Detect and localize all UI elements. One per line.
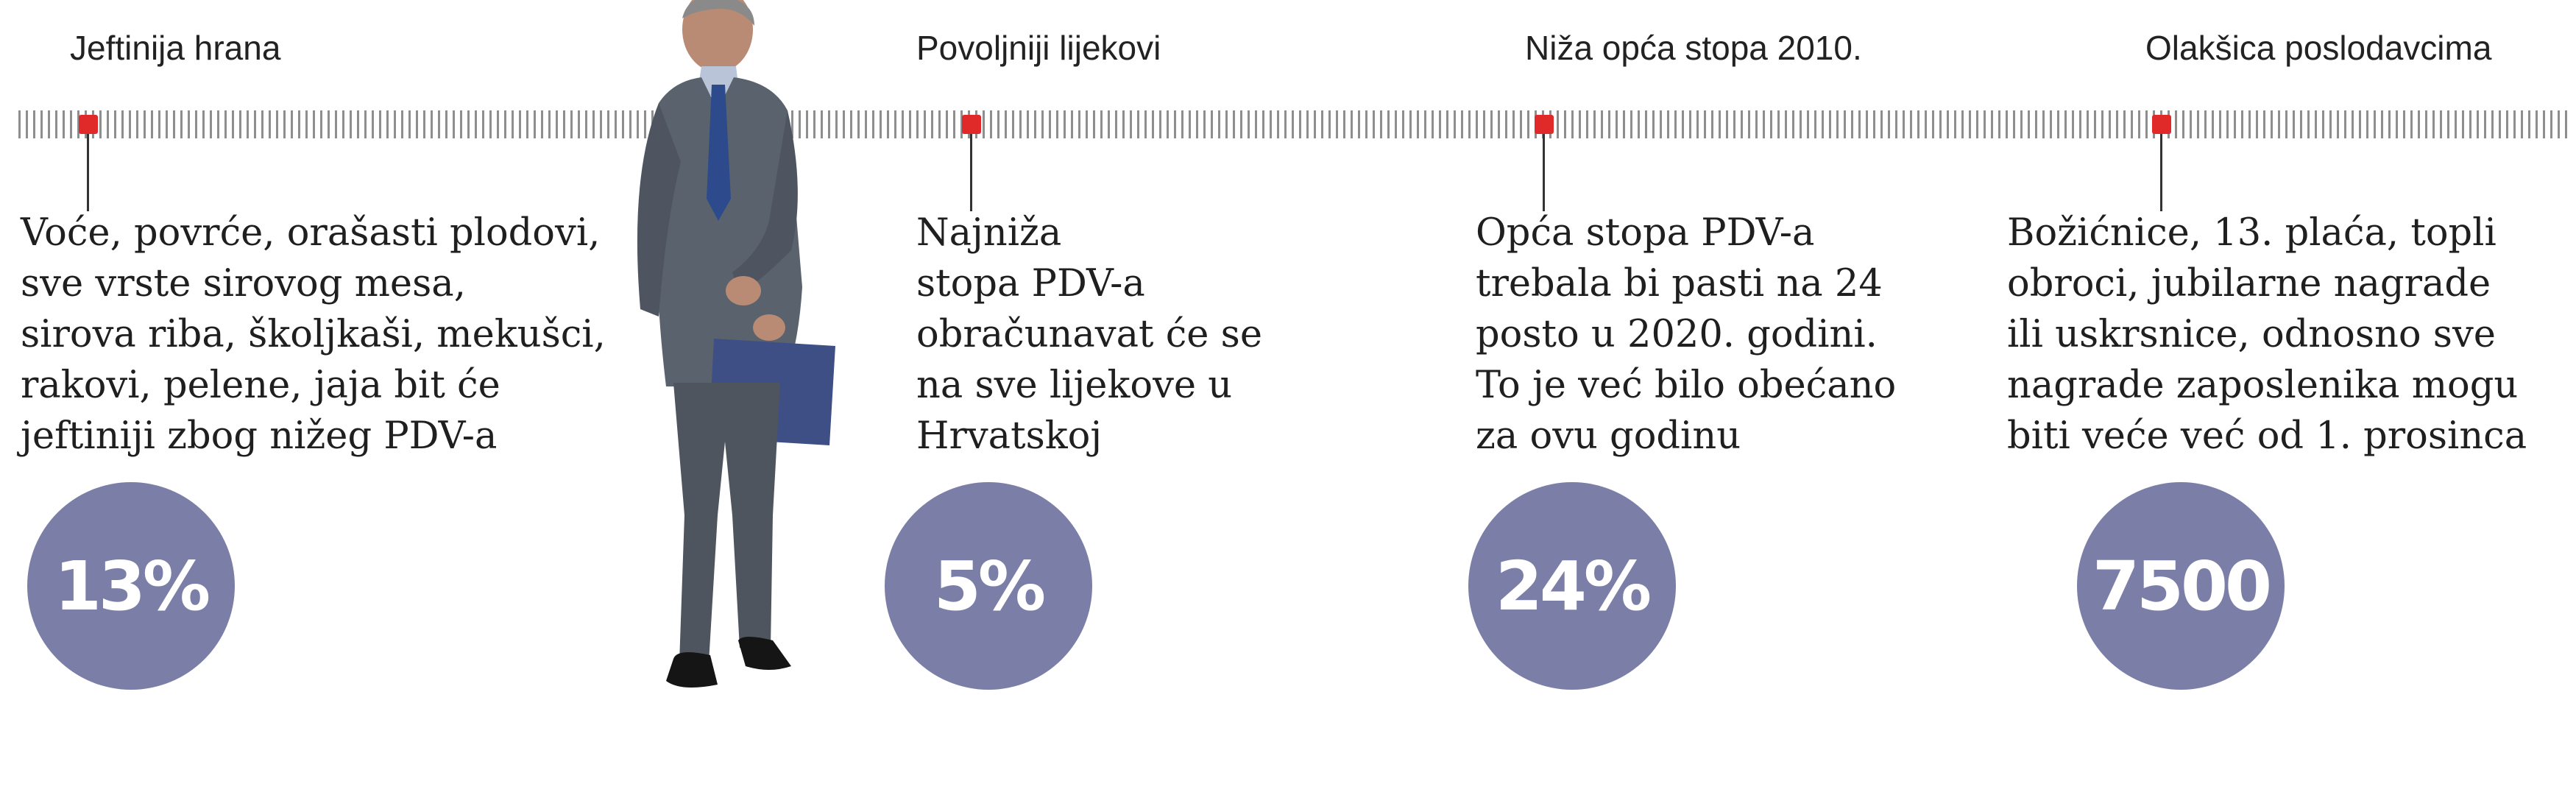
text-line: biti veće već od 1. prosinca <box>2007 414 2527 458</box>
marker-stem-food <box>87 134 89 211</box>
minister-photo <box>637 0 835 688</box>
person-hair <box>682 0 754 26</box>
timeline-marker-food <box>79 115 98 134</box>
person-trousers <box>673 383 780 662</box>
person-tie <box>707 85 731 221</box>
timeline-marker-employers <box>2152 115 2171 134</box>
text-line: Opća stopa PDV-a <box>1476 211 1815 255</box>
text-line: jeftiniji zbog nižeg PDV-a <box>21 414 498 458</box>
text-line: trebala bi pasti na 24 <box>1476 262 1883 305</box>
value-food: 13% <box>54 546 210 626</box>
text-line: Voće, povrće, orašasti plodovi, <box>21 211 601 255</box>
value-circle-general-rate: 24% <box>1468 482 1676 690</box>
value-circle-medicine: 5% <box>885 482 1092 690</box>
text-line: posto u 2020. godini. <box>1476 313 1878 356</box>
heading-medicine: Povoljniji lijekovi <box>916 29 1161 67</box>
heading-general-rate: Niža opća stopa 2010. <box>1525 29 1862 67</box>
text-medicine: Najniža stopa PDV-a obračunavat će se na… <box>916 208 1262 462</box>
timeline-marker-medicine <box>962 115 981 134</box>
text-employers: Božićnice, 13. plaća, topli obroci, jubi… <box>2007 208 2527 462</box>
text-line: rakovi, pelene, jaja bit će <box>21 364 500 407</box>
person-shoe <box>738 637 791 670</box>
text-general-rate: Opća stopa PDV-a trebala bi pasti na 24 … <box>1476 208 1896 462</box>
value-employers: 7500 <box>2092 546 2272 626</box>
text-line: Božićnice, 13. plaća, topli <box>2007 211 2497 255</box>
text-line: ili uskrsnice, odnosno sve <box>2007 313 2496 356</box>
value-circle-food: 13% <box>27 482 235 690</box>
value-general-rate: 24% <box>1495 546 1652 626</box>
marker-stem-general-rate <box>1543 134 1545 211</box>
person-shoe <box>666 652 718 688</box>
text-line: za ovu godinu <box>1476 414 1741 458</box>
text-line: obračunavat će se <box>916 313 1263 356</box>
person-jacket <box>657 77 802 386</box>
text-line: To je već bilo obećano <box>1476 364 1897 407</box>
text-line: stopa PDV-a <box>916 262 1145 305</box>
value-circle-employers: 7500 <box>2077 482 2285 690</box>
value-medicine: 5% <box>933 546 1046 626</box>
text-line: na sve lijekove u <box>916 364 1233 407</box>
heading-employers: Olakšica poslodavcima <box>2145 29 2492 67</box>
marker-stem-medicine <box>970 134 972 211</box>
marker-stem-employers <box>2160 134 2162 211</box>
timeline-marker-general-rate <box>1535 115 1554 134</box>
text-line: nagrade zaposlenika mogu <box>2007 364 2519 407</box>
text-line: Hrvatskoj <box>916 414 1103 458</box>
text-line: sirova riba, školjkaši, mekušci, <box>21 313 606 356</box>
text-line: Najniža <box>916 211 1062 255</box>
text-food: Voće, povrće, orašasti plodovi, sve vrst… <box>21 208 606 462</box>
text-line: obroci, jubilarne nagrade <box>2007 262 2491 305</box>
person-head <box>682 0 753 72</box>
heading-food: Jeftinija hrana <box>70 29 281 67</box>
text-line: sve vrste sirovog mesa, <box>21 262 466 305</box>
timeline-ruler <box>18 110 2572 138</box>
